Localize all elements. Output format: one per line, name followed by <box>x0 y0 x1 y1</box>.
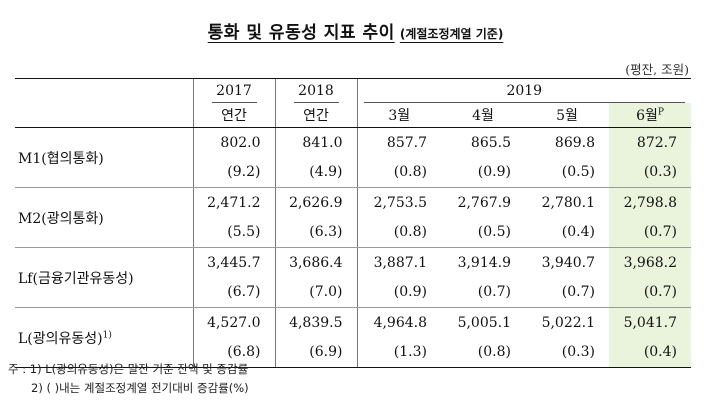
title-main: 통화 및 유동성 지표 추이 <box>207 23 395 43</box>
row-label-text: L(광의유동성) <box>18 330 103 347</box>
value-cell: 5,041.7 <box>609 307 692 338</box>
title-sub: (계절조정계열 기준) <box>399 27 504 41</box>
value-cell: 3,686.4 <box>274 247 357 278</box>
table-row: M2(광의통화) 2,471.2 2,626.9 2,753.5 2,767.9… <box>15 187 692 248</box>
preliminary-mark: P <box>657 107 664 118</box>
value-cell: 857.7 <box>356 127 441 158</box>
header-period-6: 6월P <box>609 103 692 128</box>
row-label: Lf(금융기관유동성) <box>15 247 193 308</box>
header-period-6-label: 6월 <box>636 108 658 124</box>
header-period-2: 연간 <box>274 103 357 128</box>
change-cell: (6.9) <box>274 337 357 368</box>
table-row: Lf(금융기관유동성) 3,445.7 3,686.4 3,887.1 3,91… <box>15 247 692 308</box>
header-period-1: 연간 <box>192 103 275 128</box>
change-cell: (6.7) <box>192 277 275 308</box>
row-label: M2(광의통화) <box>15 187 193 248</box>
value-cell: 802.0 <box>192 127 275 158</box>
row-label: L(광의유동성)1) <box>15 307 193 368</box>
table-row: (6.8) (6.9) (1.3) (0.8) (0.3) (0.4) <box>15 337 692 368</box>
header-period-row: 연간 연간 3월 4월 5월 6월P <box>15 103 692 128</box>
change-cell: (0.5) <box>525 157 609 188</box>
table-row: M1(협의통화) 802.0 841.0 857.7 865.5 869.8 8… <box>15 127 692 188</box>
change-cell: (1.3) <box>356 337 441 368</box>
change-cell: (0.9) <box>441 157 525 188</box>
value-cell: 3,887.1 <box>356 247 441 278</box>
header-period-5: 5월 <box>525 103 609 128</box>
change-cell: (0.4) <box>525 217 609 248</box>
header-year-row: 2017 2018 2019 <box>15 78 692 103</box>
row-label: M1(협의통화) <box>15 127 193 188</box>
value-cell: 872.7 <box>609 127 692 158</box>
value-cell: 4,527.0 <box>192 307 275 338</box>
value-cell: 2,767.9 <box>457 194 511 211</box>
value-cell: 5,022.1 <box>541 314 595 331</box>
change-cell: (6.8) <box>192 337 275 368</box>
value-cell: 841.0 <box>274 127 357 158</box>
change-cell: (0.3) <box>609 157 692 188</box>
change-cell: (0.8) <box>356 217 441 248</box>
value-cell: 3,940.7 <box>541 254 595 271</box>
change-cell: (0.7) <box>609 217 692 248</box>
value-cell: 3,445.7 <box>192 247 275 278</box>
footnote-2: 2) ( )내는 계절조정계열 전기대비 증감률(%) <box>31 381 249 395</box>
footnote-mark: 1) <box>102 329 112 340</box>
value-cell: 4,964.8 <box>356 307 441 338</box>
change-cell: (0.5) <box>441 217 525 248</box>
change-cell: (0.7) <box>525 277 609 308</box>
header-year-2019: 2019 <box>356 78 692 103</box>
change-cell: (0.7) <box>441 277 525 308</box>
header-year-2018: 2018 <box>274 78 357 103</box>
header-corner <box>15 78 193 103</box>
header-corner-2 <box>15 103 193 128</box>
value-cell: 869.8 <box>554 134 595 151</box>
change-cell: (0.7) <box>609 277 692 308</box>
value-cell: 4,839.5 <box>274 307 357 338</box>
value-cell: 2,753.5 <box>356 187 441 218</box>
value-cell: 3,968.2 <box>609 247 692 278</box>
header-period-3: 3월 <box>356 103 441 128</box>
value-cell: 2,626.9 <box>274 187 357 218</box>
change-cell: (0.9) <box>356 277 441 308</box>
table-row: (9.2) (4.9) (0.8) (0.9) (0.5) (0.3) <box>15 157 692 188</box>
change-cell: (7.0) <box>274 277 357 308</box>
change-cell: (0.8) <box>356 157 441 188</box>
footnotes: 주 : 1) L(광의유동성)은 말잔 기준 잔액 및 증감률 2) ( )내는… <box>8 360 249 398</box>
value-cell: 3,914.9 <box>457 254 511 271</box>
value-cell: 5,005.1 <box>457 314 511 331</box>
unit-label: (평잔, 조원) <box>625 62 689 77</box>
value-cell: 2,471.2 <box>192 187 275 218</box>
footnote-1: 주 : 1) L(광의유동성)은 말잔 기준 잔액 및 증감률 <box>8 362 249 376</box>
change-cell: (0.8) <box>441 337 525 368</box>
value-cell: 865.5 <box>470 134 511 151</box>
table-row: L(광의유동성)1) 4,527.0 4,839.5 4,964.8 5,005… <box>15 307 692 368</box>
value-cell: 2,798.8 <box>609 187 692 218</box>
change-cell: (6.3) <box>274 217 357 248</box>
table-row: (5.5) (6.3) (0.8) (0.5) (0.4) (0.7) <box>15 217 692 248</box>
change-cell: (4.9) <box>274 157 357 188</box>
change-cell: (5.5) <box>192 217 275 248</box>
change-cell: (9.2) <box>192 157 275 188</box>
change-cell: (0.3) <box>525 337 609 368</box>
table-title: 통화 및 유동성 지표 추이 (계절조정계열 기준) <box>0 18 711 43</box>
value-cell: 2,780.1 <box>541 194 595 211</box>
change-cell: (0.4) <box>609 337 692 368</box>
table-row: (6.7) (7.0) (0.9) (0.7) (0.7) (0.7) <box>15 277 692 308</box>
header-period-4: 4월 <box>441 103 525 128</box>
indicator-table: 2017 2018 2019 연간 연간 3월 4월 5월 6월P M1(협의통… <box>15 78 692 368</box>
header-year-2017: 2017 <box>192 78 275 103</box>
